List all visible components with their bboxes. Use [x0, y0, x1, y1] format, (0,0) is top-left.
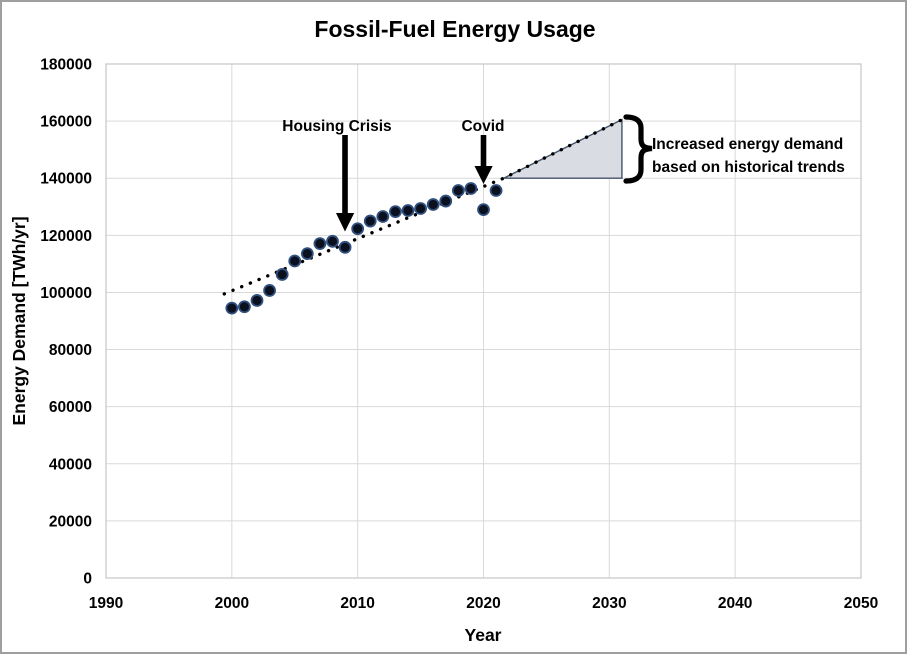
data-point: [376, 210, 390, 223]
housing-crisis-label: Housing Crisis: [282, 118, 391, 135]
data-point: [464, 182, 478, 195]
data-point: [451, 184, 465, 197]
covid-arrow-head: [474, 166, 493, 184]
covid-arrow-shaft: [480, 135, 487, 167]
projection-note-line2: based on historical trends: [652, 159, 845, 176]
x-tick-label: 2050: [844, 595, 878, 612]
data-point: [338, 240, 352, 254]
data-point: [477, 203, 490, 217]
data-point: [313, 237, 327, 251]
data-point: [250, 294, 264, 307]
chart-frame: [0, 0, 907, 654]
y-tick-label: 140000: [40, 171, 92, 188]
x-tick-label: 2010: [340, 595, 374, 612]
housing-crisis-arrow-shaft: [342, 135, 348, 214]
data-point: [263, 284, 276, 297]
data-point: [426, 198, 440, 211]
y-tick-label: 40000: [49, 456, 92, 473]
y-tick-label: 20000: [49, 513, 92, 530]
y-tick-label: 80000: [49, 342, 92, 359]
plot-border: [105, 63, 862, 579]
plot-area: 0 20000 40000 60000 80000 100000 120000 140000 1…: [40, 57, 878, 613]
data-point: [414, 202, 427, 215]
covid-label: Covid: [461, 118, 504, 135]
x-tick-label: 2000: [215, 595, 249, 612]
data-point: [489, 184, 503, 197]
data-point: [225, 301, 239, 315]
chart-title: Fossil-Fuel Energy Usage: [314, 16, 595, 42]
y-tick-label: 160000: [40, 114, 92, 131]
y-tick-label: 60000: [49, 399, 92, 416]
x-tick-label: 2030: [592, 595, 626, 612]
housing-crisis-arrow: [336, 135, 355, 232]
x-tick-label: 2020: [466, 595, 500, 612]
y-tick-label: 120000: [40, 228, 92, 245]
data-point: [401, 204, 415, 217]
data-point: [363, 214, 377, 228]
brace-icon: [623, 114, 653, 184]
x-axis-title: Year: [465, 625, 502, 645]
data-point: [275, 268, 289, 281]
y-tick-label: 100000: [40, 285, 92, 302]
data-point: [351, 222, 365, 236]
projection-note-line1: Increased energy demand: [652, 136, 843, 153]
x-tick-label: 2040: [718, 595, 752, 612]
y-tick-label: 0: [83, 571, 92, 588]
y-tick-label: 180000: [40, 57, 92, 74]
housing-crisis-arrow-head: [336, 213, 355, 232]
data-point: [389, 205, 402, 219]
data-point: [288, 254, 302, 268]
data-point: [300, 247, 314, 261]
data-point: [439, 194, 453, 208]
data-point: [326, 234, 339, 248]
y-axis-title: Energy Demand [TWh/yr]: [9, 216, 29, 425]
annotation-layer: Fossil-Fuel Energy Usage Year Energy Dem…: [9, 16, 845, 645]
trendline-dotted: [222, 117, 624, 296]
covid-arrow: [474, 135, 493, 184]
x-tick-label: 1990: [89, 595, 123, 612]
data-point: [238, 300, 251, 314]
